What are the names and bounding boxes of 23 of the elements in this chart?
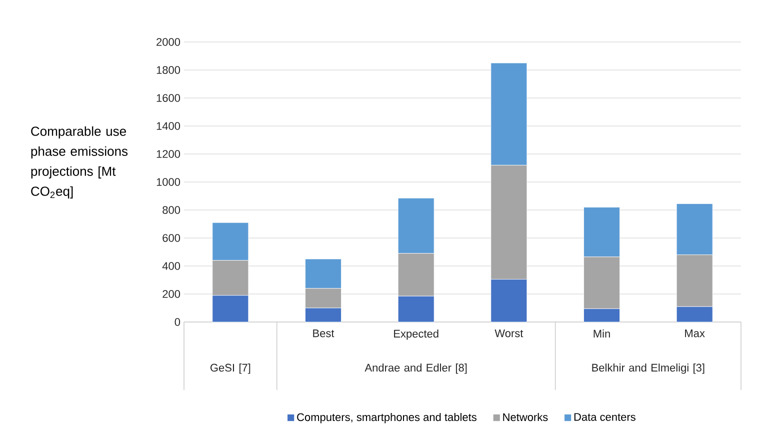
x-tick-label: Worst (494, 330, 524, 338)
y-tick-label: 400 (162, 262, 180, 270)
y-tick-label: 1600 (156, 94, 180, 102)
text: GeSI [7] (210, 364, 250, 374)
y-axis-title: Comparable use phase emissions projections [Mt CO$_{2}$eq] (31, 126, 128, 198)
y-tick-label: 200 (162, 290, 180, 298)
y-tick-label: 1800 (156, 66, 180, 74)
legend-label: Data centers (574, 413, 636, 421)
x-tick-label: Best (313, 330, 334, 338)
text: Andrae and Edler [8] (364, 364, 467, 374)
y-tick-label: 1400 (156, 122, 180, 130)
y-tick-label: 800 (162, 206, 180, 214)
y-tick-label: 2000 (156, 38, 180, 46)
x-tick-label: Min (594, 330, 610, 338)
legend-label: Computers, smartphones and tablets (297, 412, 476, 424)
x-tick-label: Expected (394, 330, 438, 340)
legend-label: Networks (503, 412, 548, 422)
y-tick-label: 1200 (156, 150, 180, 158)
y-tick-label: 0 (174, 318, 180, 326)
y-tick-label: 600 (162, 234, 180, 242)
text: Belkhir and Elmeligi [3] (592, 364, 704, 374)
x-tick-label: Max (685, 330, 705, 338)
y-tick-label: 1000 (156, 178, 180, 186)
